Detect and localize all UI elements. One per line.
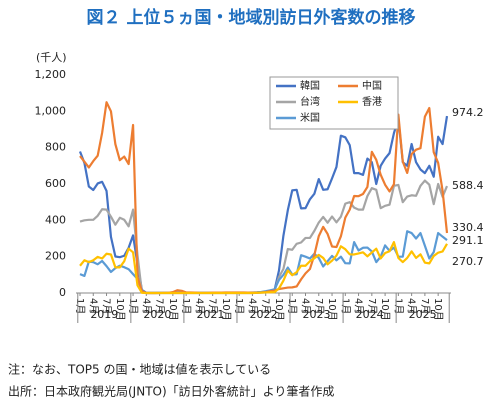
x-tick-label: 4月 bbox=[353, 298, 365, 314]
x-tick-label: 7月 bbox=[366, 298, 378, 314]
source: 出所：日本政府観光局(JNTO)「訪日外客統計」より筆者作成 bbox=[8, 384, 334, 399]
x-tick-label: 1月 bbox=[74, 298, 86, 314]
year-label: 2022 bbox=[250, 308, 278, 321]
chart-title: 図２ 上位５ヵ国・地域別訪日外客数の推移 bbox=[87, 7, 416, 28]
x-tick-label: 4月 bbox=[300, 298, 312, 314]
y-unit: (千人) bbox=[36, 51, 67, 64]
y-tick-label: 600 bbox=[45, 177, 66, 190]
end-label: 330.4 bbox=[452, 221, 484, 234]
year-label: 2021 bbox=[196, 308, 224, 321]
x-tick-label: 1月 bbox=[127, 298, 139, 314]
end-label: 270.7 bbox=[452, 255, 484, 268]
x-tick-label: 10月 bbox=[167, 298, 179, 321]
legend-label: 韓国 bbox=[300, 80, 320, 92]
x-tick-label: 10月 bbox=[326, 298, 338, 321]
x-tick-label: 4月 bbox=[246, 298, 258, 314]
x-tick-label: 4月 bbox=[406, 298, 418, 314]
x-tick-label: 7月 bbox=[313, 298, 325, 314]
y-tick-label: 800 bbox=[45, 141, 66, 154]
x-tick-label: 4月 bbox=[87, 298, 99, 314]
series-line bbox=[79, 241, 448, 295]
x-tick-label: 4月 bbox=[193, 298, 205, 314]
legend-label: 香港 bbox=[362, 96, 382, 108]
x-tick-label: 1月 bbox=[339, 298, 351, 314]
legend-label: 米国 bbox=[300, 111, 320, 124]
y-tick-label: 0 bbox=[59, 286, 66, 299]
year-label: 2019 bbox=[90, 308, 118, 321]
end-label: 974.2 bbox=[452, 106, 484, 119]
x-tick-label: 1月 bbox=[286, 298, 298, 314]
year-label: 2025 bbox=[409, 308, 437, 321]
x-tick-label: 10月 bbox=[432, 298, 444, 321]
note: 注：なお、TOP5 の国・地域は値を表示している bbox=[8, 362, 271, 377]
year-label: 2024 bbox=[356, 308, 384, 321]
year-label: 2023 bbox=[303, 308, 331, 321]
end-label: 291.1 bbox=[452, 234, 484, 247]
x-tick-label: 7月 bbox=[419, 298, 431, 314]
end-label: 588.4 bbox=[452, 179, 484, 192]
y-tick-label: 1,000 bbox=[35, 104, 67, 117]
year-label: 2020 bbox=[143, 308, 171, 321]
x-tick-label: 7月 bbox=[154, 298, 166, 314]
x-tick-label: 7月 bbox=[207, 298, 219, 314]
x-tick-label: 10月 bbox=[114, 298, 126, 321]
legend-label: 台湾 bbox=[300, 95, 320, 108]
x-tick-label: 1月 bbox=[180, 298, 192, 314]
x-tick-label: 1月 bbox=[233, 298, 245, 314]
y-tick-label: 200 bbox=[45, 250, 66, 263]
x-tick-label: 1月 bbox=[392, 298, 404, 314]
x-tick-label: 4月 bbox=[140, 298, 152, 314]
y-tick-label: 1,200 bbox=[35, 68, 67, 81]
x-tick-label: 7月 bbox=[260, 298, 272, 314]
x-tick-label: 7月 bbox=[101, 298, 113, 314]
x-tick-label: 10月 bbox=[273, 298, 285, 321]
y-tick-label: 400 bbox=[45, 213, 66, 226]
legend-label: 中国 bbox=[362, 79, 382, 92]
x-tick-label: 10月 bbox=[220, 298, 232, 321]
x-tick-label: 10月 bbox=[379, 298, 391, 321]
